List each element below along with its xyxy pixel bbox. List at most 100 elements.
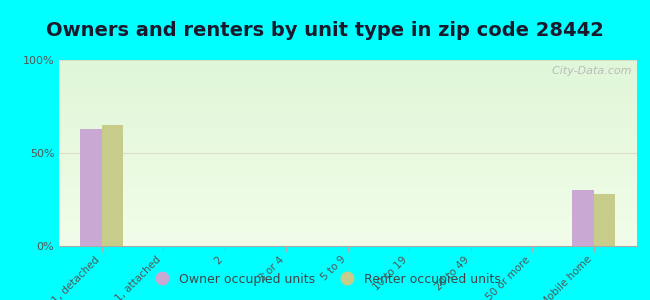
Bar [58, 113, 637, 114]
Bar [58, 183, 637, 184]
Bar [58, 94, 637, 95]
Bar [58, 222, 637, 223]
Bar [58, 97, 637, 98]
Bar [58, 162, 637, 163]
Bar [58, 156, 637, 157]
Bar [58, 182, 637, 183]
Bar [58, 208, 637, 209]
Bar [58, 72, 637, 73]
Bar [58, 67, 637, 68]
Bar [58, 184, 637, 185]
Bar [58, 134, 637, 135]
Bar [58, 114, 637, 115]
Bar [58, 173, 637, 174]
Bar [58, 88, 637, 89]
Bar [58, 63, 637, 64]
Bar [80, 129, 101, 246]
Bar [58, 159, 637, 160]
Bar [58, 78, 637, 79]
Bar [58, 224, 637, 225]
Bar [58, 106, 637, 107]
Bar [58, 199, 637, 200]
Bar [58, 189, 637, 190]
Bar [58, 243, 637, 244]
Bar [58, 211, 637, 212]
Bar [58, 196, 637, 197]
Bar [58, 107, 637, 108]
Bar [58, 110, 637, 111]
Bar [58, 207, 637, 208]
Bar [58, 241, 637, 242]
Text: City-Data.com: City-Data.com [545, 66, 631, 76]
Bar [573, 190, 594, 246]
Bar [58, 226, 637, 227]
Bar [58, 117, 637, 118]
Bar [58, 111, 637, 112]
Bar [58, 195, 637, 196]
Bar [58, 129, 637, 130]
Bar [58, 118, 637, 119]
Bar [58, 69, 637, 70]
Bar [58, 118, 637, 119]
Bar [58, 68, 637, 69]
Bar [58, 153, 637, 154]
Bar [58, 70, 637, 71]
Bar [58, 234, 637, 235]
Bar [58, 71, 637, 72]
Bar [58, 145, 637, 146]
Bar [58, 155, 637, 156]
Legend: Owner occupied units, Renter occupied units: Owner occupied units, Renter occupied un… [144, 268, 506, 291]
Bar [58, 204, 637, 205]
Bar [58, 217, 637, 218]
Bar [58, 164, 637, 165]
Bar [58, 205, 637, 206]
Bar [58, 160, 637, 161]
Bar [58, 128, 637, 129]
Bar [58, 190, 637, 191]
Bar [58, 175, 637, 176]
Bar [58, 147, 637, 148]
Bar [58, 239, 637, 240]
Bar [58, 170, 637, 171]
Bar [58, 137, 637, 138]
Bar [58, 74, 637, 75]
Bar [58, 193, 637, 194]
Bar [58, 198, 637, 199]
Bar [58, 83, 637, 84]
Bar [58, 203, 637, 204]
Bar [58, 200, 637, 201]
Bar [58, 214, 637, 215]
Bar [58, 60, 637, 61]
Bar [58, 163, 637, 164]
Bar [58, 168, 637, 169]
Bar [58, 165, 637, 166]
Bar [594, 194, 616, 246]
Bar [58, 225, 637, 226]
Bar [58, 235, 637, 236]
Bar [58, 141, 637, 142]
Bar [58, 221, 637, 222]
Bar [58, 206, 637, 207]
Bar [58, 61, 637, 62]
Bar [58, 91, 637, 92]
Bar [58, 122, 637, 123]
Bar [58, 142, 637, 143]
Bar [58, 220, 637, 221]
Bar [58, 82, 637, 83]
Bar [58, 179, 637, 180]
Bar [58, 140, 637, 141]
Bar [58, 81, 637, 82]
Bar [58, 238, 637, 239]
Bar [58, 123, 637, 124]
Bar [58, 76, 637, 77]
Bar [58, 231, 637, 232]
Bar [58, 149, 637, 150]
Bar [58, 108, 637, 109]
Bar [58, 95, 637, 96]
Bar [58, 232, 637, 233]
Bar [58, 178, 637, 179]
Bar [58, 104, 637, 105]
Bar [58, 89, 637, 90]
Bar [58, 105, 637, 106]
Bar [58, 237, 637, 238]
